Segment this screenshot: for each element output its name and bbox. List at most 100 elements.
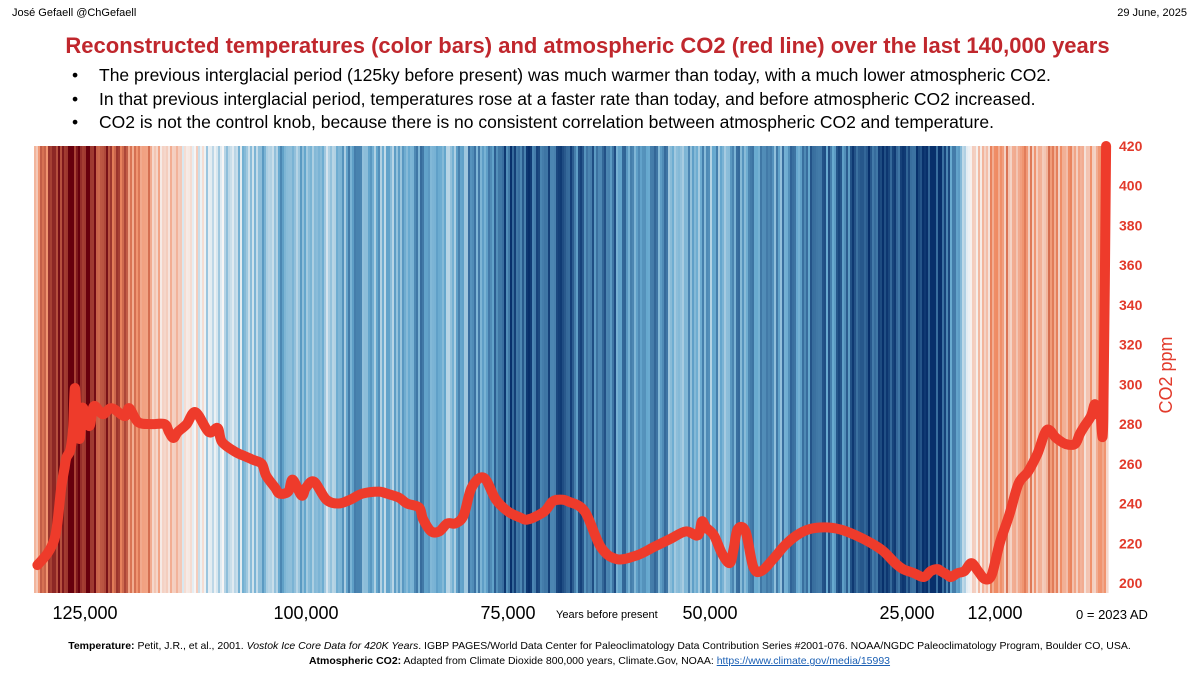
temperature-stripe — [368, 146, 371, 593]
temperature-stripe — [156, 146, 159, 593]
temperature-stripe — [864, 146, 867, 593]
temperature-stripe — [96, 146, 99, 593]
temperature-stripe — [82, 146, 85, 593]
temperature-stripe — [542, 146, 545, 593]
temperature-stripe — [586, 146, 589, 593]
temperature-stripe — [522, 146, 525, 593]
temperature-stripe — [532, 146, 535, 593]
temperature-stripe — [544, 146, 547, 593]
temperature-stripe — [808, 146, 811, 593]
temperature-stripe — [1046, 146, 1049, 593]
temperature-stripe — [376, 146, 379, 593]
temperature-stripe — [474, 146, 477, 593]
temperature-stripe — [816, 146, 819, 593]
temperature-stripe — [640, 146, 643, 593]
x-tick-label: 100,000 — [273, 603, 338, 623]
temperature-stripe — [948, 146, 951, 593]
source-link[interactable]: https://www.climate.gov/media/15993 — [716, 655, 891, 667]
temperature-stripe — [630, 146, 633, 593]
temperature-stripe — [604, 146, 607, 593]
temperature-stripe — [628, 146, 631, 593]
temperature-stripe — [442, 146, 445, 593]
temperature-stripe — [152, 146, 155, 593]
temperature-stripe — [178, 146, 181, 593]
temperature-stripe — [562, 146, 565, 593]
temperature-stripe — [896, 146, 899, 593]
temperature-stripes — [34, 146, 1109, 593]
temperature-stripe — [1036, 146, 1039, 593]
temperature-stripe — [732, 146, 735, 593]
temperature-stripe — [546, 146, 549, 593]
temperature-stripe — [1070, 146, 1073, 593]
temperature-stripe — [956, 146, 959, 593]
temperature-stripe — [122, 146, 125, 593]
temperature-stripe — [492, 146, 495, 593]
temperature-stripe — [834, 146, 837, 593]
temperature-stripe — [382, 146, 385, 593]
temperature-stripe — [222, 146, 225, 593]
temperature-stripe — [170, 146, 173, 593]
temperature-stripe — [820, 146, 823, 593]
temperature-stripe — [570, 146, 573, 593]
temperature-stripe — [802, 146, 805, 593]
temperature-stripe — [704, 146, 707, 593]
temperature-stripe — [954, 146, 957, 593]
temperature-stripe — [982, 146, 985, 593]
temperature-stripe — [794, 146, 797, 593]
temperature-stripe — [974, 146, 977, 593]
temperature-stripe — [572, 146, 575, 593]
footer-text: Adapted from Climate Dioxide 800,000 yea… — [401, 655, 717, 667]
temperature-stripe — [902, 146, 905, 593]
temperature-stripe — [34, 146, 37, 593]
temperature-stripe — [966, 146, 969, 593]
temperature-stripe — [1016, 146, 1019, 593]
temperature-stripe — [528, 146, 531, 593]
temperature-stripe — [946, 146, 949, 593]
temperature-stripe — [858, 146, 861, 593]
temperature-stripe — [486, 146, 489, 593]
temperature-stripe — [248, 146, 251, 593]
y-tick-label: 260 — [1119, 456, 1143, 472]
temperature-stripe — [990, 146, 993, 593]
temperature-stripe — [976, 146, 979, 593]
temperature-stripe — [488, 146, 491, 593]
temperature-stripe — [394, 146, 397, 593]
temperature-stripe — [54, 146, 57, 593]
temperature-stripe — [46, 146, 49, 593]
temperature-stripe — [734, 146, 737, 593]
footer-temperature-source: Temperature: Petit, J.R., et al., 2001. … — [0, 640, 1199, 652]
temperature-stripe — [814, 146, 817, 593]
temperature-stripe — [958, 146, 961, 593]
temperature-stripe — [294, 146, 297, 593]
temperature-stripe — [662, 146, 665, 593]
bullet-item: The previous interglacial period (125ky … — [72, 64, 1051, 88]
temperature-stripe — [392, 146, 395, 593]
temperature-stripe — [970, 146, 973, 593]
temperature-stripe — [962, 146, 965, 593]
temperature-stripe — [1068, 146, 1071, 593]
temperature-stripe — [202, 146, 205, 593]
temperature-stripe — [838, 146, 841, 593]
temperature-stripe — [508, 146, 511, 593]
temperature-stripe — [564, 146, 567, 593]
temperature-stripe — [118, 146, 121, 593]
temperature-stripe — [398, 146, 401, 593]
temperature-stripe — [500, 146, 503, 593]
temperature-stripe — [736, 146, 739, 593]
temperature-stripe — [706, 146, 709, 593]
temperature-stripe — [668, 146, 671, 593]
temperature-stripe — [456, 146, 459, 593]
x-axis-title: Years before present — [556, 609, 658, 621]
temperature-stripe — [1030, 146, 1033, 593]
temperature-stripe — [598, 146, 601, 593]
temperature-stripe — [56, 146, 59, 593]
temperature-stripe — [112, 146, 115, 593]
temperature-stripe — [792, 146, 795, 593]
temperature-stripe — [534, 146, 537, 593]
temperature-stripe — [770, 146, 773, 593]
y-tick-label: 320 — [1119, 337, 1143, 353]
temperature-stripe — [944, 146, 947, 593]
temperature-stripe — [824, 146, 827, 593]
temperature-stripe — [128, 146, 131, 593]
temperature-stripe — [220, 146, 223, 593]
